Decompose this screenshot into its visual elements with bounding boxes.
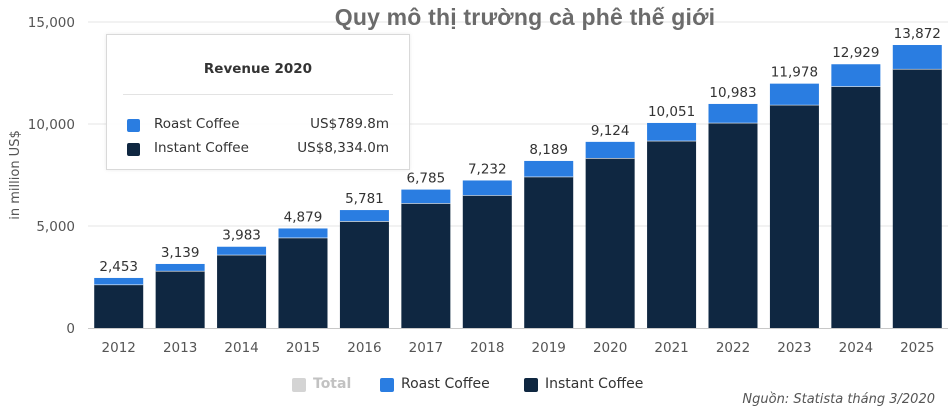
bar-instant-coffee-2016 xyxy=(339,221,389,328)
bar-roast-coffee-2021 xyxy=(647,122,697,141)
bar-instant-coffee-2014 xyxy=(217,254,267,328)
total-label-2019: 8,189 xyxy=(529,142,568,158)
tooltip-value-roast: US$789.8m xyxy=(310,116,389,132)
legend-swatch-instant-coffee xyxy=(524,378,538,392)
bar-roast-coffee-2025 xyxy=(892,45,942,69)
tooltip-row-instant: Instant Coffee US$8,334.0m xyxy=(127,140,397,158)
tooltip-label-roast: Roast Coffee xyxy=(154,116,240,132)
chart-title: Quy mô thị trường cà phê thế giới xyxy=(334,4,716,30)
total-label-2023: 11,978 xyxy=(771,65,818,81)
total-label-2015: 4,879 xyxy=(284,209,323,225)
bar-instant-coffee-2022 xyxy=(708,122,758,328)
x-tick-label-2015: 2015 xyxy=(286,340,320,356)
total-label-2013: 3,139 xyxy=(161,245,200,261)
bar-instant-coffee-2012 xyxy=(94,284,144,328)
total-label-2014: 3,983 xyxy=(222,228,261,244)
x-tick-label-2012: 2012 xyxy=(102,340,136,356)
bar-roast-coffee-2018 xyxy=(462,180,512,196)
bar-instant-coffee-2023 xyxy=(769,104,819,328)
source-note: Nguồn: Statista tháng 3/2020 xyxy=(742,392,935,407)
bar-roast-coffee-2013 xyxy=(155,263,205,271)
x-tick-label-2016: 2016 xyxy=(347,340,381,356)
tooltip-label-instant: Instant Coffee xyxy=(154,140,249,156)
y-axis-title: in million US$ xyxy=(8,130,23,219)
bar-instant-coffee-2013 xyxy=(155,270,205,328)
legend-swatch-total xyxy=(292,378,306,392)
x-tick-label-2023: 2023 xyxy=(777,340,811,356)
x-tick-label-2017: 2017 xyxy=(409,340,443,356)
y-tick-label: 15,000 xyxy=(28,15,75,31)
x-tick-label-2025: 2025 xyxy=(900,340,934,356)
bar-roast-coffee-2016 xyxy=(339,210,389,222)
total-label-2025: 13,872 xyxy=(894,26,941,42)
total-label-2017: 6,785 xyxy=(407,171,446,187)
bar-roast-coffee-2022 xyxy=(708,103,758,123)
x-tick-label-2021: 2021 xyxy=(654,340,688,356)
tooltip-swatch-roast xyxy=(127,119,140,132)
tooltip-divider xyxy=(123,94,393,95)
revenue-tooltip: Revenue 2020 Roast Coffee US$789.8m Inst… xyxy=(106,34,410,170)
tooltip-value-instant: US$8,334.0m xyxy=(297,140,389,156)
tooltip-row-roast: Roast Coffee US$789.8m xyxy=(127,116,397,134)
x-tick-label-2024: 2024 xyxy=(839,340,873,356)
bar-roast-coffee-2023 xyxy=(769,83,819,105)
bar-instant-coffee-2018 xyxy=(462,195,512,328)
total-label-2020: 9,124 xyxy=(591,123,630,139)
bar-instant-coffee-2021 xyxy=(647,140,697,328)
x-tick-label-2013: 2013 xyxy=(163,340,197,356)
total-label-2022: 10,983 xyxy=(709,85,756,101)
bar-roast-coffee-2020 xyxy=(585,141,635,158)
bar-roast-coffee-2015 xyxy=(278,228,328,238)
total-label-2018: 7,232 xyxy=(468,161,507,177)
total-label-2021: 10,051 xyxy=(648,104,695,120)
y-tick-label: 5,000 xyxy=(36,219,75,235)
bar-roast-coffee-2012 xyxy=(94,277,144,285)
legend-swatch-roast-coffee xyxy=(380,378,394,392)
x-tick-label-2020: 2020 xyxy=(593,340,627,356)
bar-roast-coffee-2019 xyxy=(524,160,574,177)
bar-roast-coffee-2014 xyxy=(217,246,267,255)
tooltip-title: Revenue 2020 xyxy=(203,61,313,77)
legend-label-roast-coffee: Roast Coffee xyxy=(401,376,490,392)
total-label-2016: 5,781 xyxy=(345,191,384,207)
bar-instant-coffee-2017 xyxy=(401,203,451,328)
bar-instant-coffee-2020 xyxy=(585,157,635,328)
legend-label-total: Total xyxy=(313,376,352,392)
bar-instant-coffee-2025 xyxy=(892,68,942,329)
y-tick-label: 10,000 xyxy=(28,117,75,133)
total-label-2012: 2,453 xyxy=(99,259,138,275)
x-tick-label-2019: 2019 xyxy=(532,340,566,356)
bar-instant-coffee-2015 xyxy=(278,237,328,328)
bar-roast-coffee-2017 xyxy=(401,189,451,204)
tooltip-swatch-instant xyxy=(127,143,140,156)
x-tick-label-2014: 2014 xyxy=(224,340,258,356)
bar-instant-coffee-2024 xyxy=(831,86,881,328)
total-label-2024: 12,929 xyxy=(832,45,879,61)
y-tick-label: 0 xyxy=(66,321,75,337)
x-tick-label-2022: 2022 xyxy=(716,340,750,356)
bar-roast-coffee-2024 xyxy=(831,64,881,87)
legend-label-instant-coffee: Instant Coffee xyxy=(545,376,644,392)
x-tick-label-2018: 2018 xyxy=(470,340,504,356)
bar-instant-coffee-2019 xyxy=(524,176,574,328)
